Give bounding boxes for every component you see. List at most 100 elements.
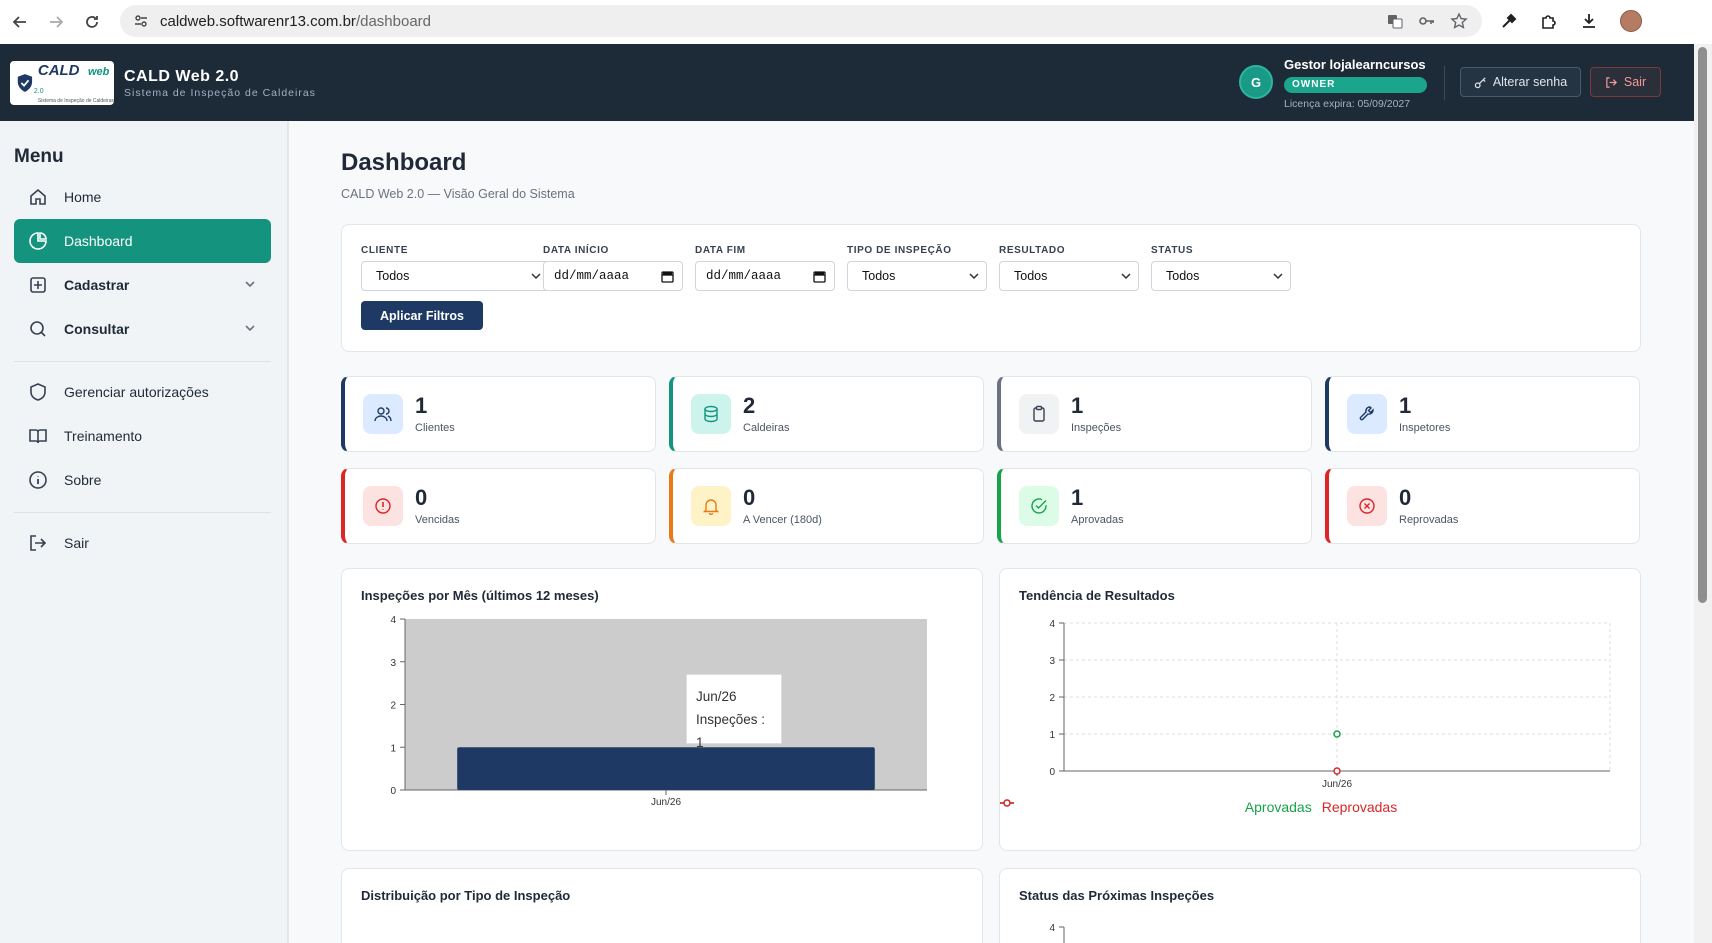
stat-value: 0 bbox=[415, 485, 428, 510]
logo-subtext: Sistema de Inspeção de Caldeiras bbox=[37, 98, 115, 104]
status-value: Todos bbox=[1166, 269, 1200, 283]
stat-value: 1 bbox=[1399, 393, 1412, 418]
wrench-icon bbox=[1347, 394, 1387, 434]
stat-label: A Vencer (180d) bbox=[743, 514, 822, 526]
search-icon bbox=[28, 319, 48, 339]
tipo-select[interactable]: Todos bbox=[847, 261, 987, 291]
data-inicio-placeholder: dd/mm/aaaa bbox=[554, 269, 630, 283]
calendar-icon[interactable] bbox=[661, 270, 674, 287]
stat-card-vencidas[interactable]: 0 Vencidas bbox=[341, 468, 656, 544]
sidebar-item-dashboard[interactable]: Dashboard bbox=[14, 219, 271, 263]
legend-label: Reprovadas bbox=[1321, 799, 1398, 815]
tipo-label: TIPO DE INSPEÇÃO bbox=[847, 245, 952, 256]
chart-title: Inspeções por Mês (últimos 12 meses) bbox=[361, 588, 599, 603]
stat-card-a-vencer[interactable]: 0 A Vencer (180d) bbox=[669, 468, 984, 544]
monthly-bar-chart: 0 1 2 3 4 Jun/26 bbox=[390, 615, 927, 808]
alert-circle-icon bbox=[363, 486, 403, 526]
sidebar-divider bbox=[14, 361, 271, 362]
page-subtitle: CALD Web 2.0 — Visão Geral do Sistema bbox=[341, 187, 575, 201]
data-point bbox=[1333, 730, 1341, 738]
app-title: CALD Web 2.0 bbox=[124, 68, 240, 85]
y-tick-label: 2 bbox=[390, 701, 396, 712]
bar bbox=[457, 747, 875, 790]
x-circle-icon bbox=[1347, 486, 1387, 526]
sidebar-item-label: Sobre bbox=[64, 472, 102, 488]
chevron-down-icon bbox=[243, 321, 257, 338]
chevron-down-icon bbox=[530, 270, 542, 285]
stat-value: 1 bbox=[1071, 485, 1084, 510]
chart-title: Distribuição por Tipo de Inspeção bbox=[361, 888, 571, 903]
status-select[interactable]: Todos bbox=[1151, 261, 1291, 291]
sidebar-item-authorizations[interactable]: Gerenciar autorizações bbox=[14, 370, 271, 414]
data-inicio-input[interactable]: dd/mm/aaaa bbox=[543, 261, 683, 291]
back-icon[interactable] bbox=[8, 10, 32, 34]
bookmark-star-icon[interactable] bbox=[1450, 12, 1468, 30]
reload-icon[interactable] bbox=[80, 10, 104, 34]
scrollbar-thumb[interactable] bbox=[1698, 47, 1707, 603]
url-domain: caldweb.softwarenr13.com.br bbox=[160, 12, 356, 30]
download-icon[interactable] bbox=[1580, 12, 1598, 30]
profile-avatar[interactable] bbox=[1620, 10, 1642, 32]
sidebar-item-logout[interactable]: Sair bbox=[14, 521, 271, 565]
page-scrollbar[interactable] bbox=[1694, 44, 1712, 943]
data-fim-placeholder: dd/mm/aaaa bbox=[706, 269, 782, 283]
sidebar-item-cadastrar[interactable]: Cadastrar bbox=[14, 263, 271, 307]
sidebar-item-consultar[interactable]: Consultar bbox=[14, 307, 271, 351]
logout-icon bbox=[1606, 76, 1617, 88]
book-icon bbox=[28, 426, 48, 446]
stat-label: Reprovadas bbox=[1399, 514, 1459, 526]
menu-title: Menu bbox=[14, 146, 64, 167]
logout-button[interactable]: Sair bbox=[1590, 67, 1661, 97]
sidebar-item-training[interactable]: Treinamento bbox=[14, 414, 271, 458]
type-distribution-chart-card: Distribuição por Tipo de Inspeção bbox=[341, 868, 983, 943]
sidebar-item-about[interactable]: Sobre bbox=[14, 458, 271, 502]
eyedropper-icon[interactable] bbox=[1500, 12, 1518, 30]
tooltip-value: Inspeções : 1 bbox=[696, 712, 766, 750]
stat-card-aprovadas[interactable]: 1 Aprovadas bbox=[997, 468, 1312, 544]
legend-item-rejected[interactable]: Reprovadas bbox=[1000, 799, 1398, 815]
resultado-select[interactable]: Todos bbox=[999, 261, 1139, 291]
calendar-icon[interactable] bbox=[813, 270, 826, 287]
chevron-down-icon bbox=[1120, 270, 1132, 285]
trend-line-chart: 0 1 2 3 4 Jun/26 bbox=[1049, 619, 1611, 790]
stat-label: Aprovadas bbox=[1071, 514, 1124, 526]
data-fim-input[interactable]: dd/mm/aaaa bbox=[695, 261, 835, 291]
cliente-select[interactable]: Todos bbox=[361, 261, 549, 291]
url-path: /dashboard bbox=[355, 12, 431, 30]
sidebar-item-home[interactable]: Home bbox=[14, 175, 271, 219]
stat-value: 0 bbox=[743, 485, 756, 510]
data-fim-label: DATA FIM bbox=[695, 245, 746, 256]
resultado-value: Todos bbox=[1014, 269, 1048, 283]
stat-card-reprovadas[interactable]: 0 Reprovadas bbox=[1325, 468, 1640, 544]
y-tick-label: 3 bbox=[390, 658, 396, 669]
address-bar[interactable]: caldweb.softwarenr13.com.br/dashboard bbox=[120, 5, 1482, 37]
shield-icon bbox=[28, 382, 48, 402]
shield-logo-icon bbox=[17, 74, 33, 92]
header-divider bbox=[1444, 66, 1445, 100]
sidebar-item-label: Cadastrar bbox=[64, 277, 130, 293]
status-chart: 4 bbox=[1049, 923, 1065, 943]
database-icon bbox=[691, 394, 731, 434]
translate-icon[interactable] bbox=[1386, 12, 1404, 30]
extensions-icon[interactable] bbox=[1540, 12, 1558, 30]
stat-card-inspetores[interactable]: 1 Inspetores bbox=[1325, 376, 1640, 452]
change-password-button[interactable]: Alterar senha bbox=[1460, 67, 1581, 97]
check-circle-icon bbox=[1019, 486, 1059, 526]
chevron-down-icon bbox=[1272, 270, 1284, 285]
app-logo[interactable]: CALD web 2.0 Sistema de Inspeção de Cald… bbox=[10, 61, 114, 105]
chart-legend: Aprovadas Reprovadas bbox=[1000, 799, 1642, 815]
main-content: Dashboard CALD Web 2.0 — Visão Geral do … bbox=[289, 121, 1694, 943]
stat-label: Caldeiras bbox=[743, 422, 790, 434]
apply-filters-button[interactable]: Aplicar Filtros bbox=[361, 301, 483, 330]
stat-card-caldeiras[interactable]: 2 Caldeiras bbox=[669, 376, 984, 452]
logo-suffix: web bbox=[87, 66, 110, 78]
stat-card-clientes[interactable]: 1 Clientes bbox=[341, 376, 656, 452]
forward-icon[interactable] bbox=[44, 10, 68, 34]
change-password-label: Alterar senha bbox=[1492, 75, 1568, 89]
key-icon[interactable] bbox=[1418, 12, 1436, 30]
legend-item-approved[interactable]: Aprovadas bbox=[1000, 799, 1312, 815]
data-inicio-label: DATA INÍCIO bbox=[543, 245, 609, 256]
sidebar-item-label: Home bbox=[64, 189, 102, 205]
stat-card-inspecoes[interactable]: 1 Inspeções bbox=[997, 376, 1312, 452]
site-settings-icon[interactable] bbox=[132, 12, 150, 30]
